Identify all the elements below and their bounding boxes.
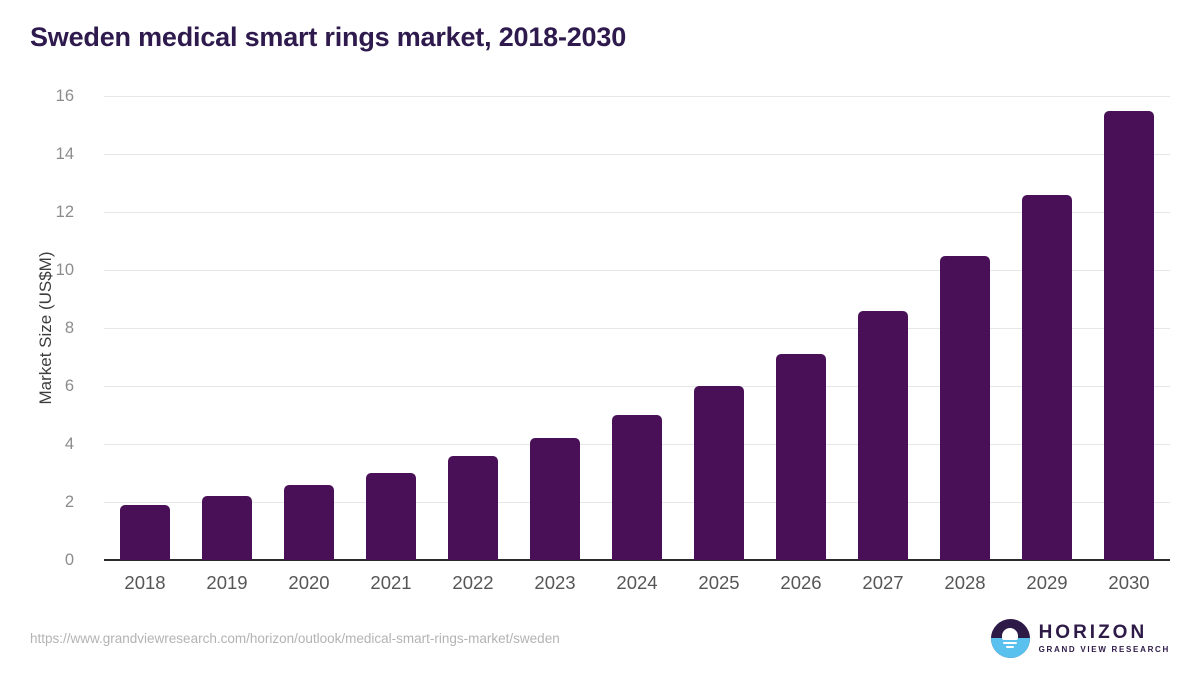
x-tick-label-2025: 2025 — [698, 572, 740, 593]
logo-text: HORIZON GRAND VIEW RESEARCH — [1038, 621, 1170, 654]
plot-area — [104, 96, 1170, 561]
bar-2019[interactable] — [202, 496, 252, 560]
logo-ripple-line — [1006, 646, 1015, 648]
footer: https://www.grandviewresearch.com/horizo… — [30, 613, 1170, 663]
logo-subtitle: GRAND VIEW RESEARCH — [1038, 644, 1170, 654]
y-tick-label-12: 12 — [55, 203, 74, 221]
x-tick-label-2030: 2030 — [1108, 572, 1150, 593]
x-tick-label-2028: 2028 — [944, 572, 986, 593]
logo-name: HORIZON — [1038, 621, 1148, 643]
bar-2026[interactable] — [776, 354, 826, 560]
x-tick-label-2018: 2018 — [124, 572, 166, 593]
source-url: https://www.grandviewresearch.com/horizo… — [30, 630, 560, 646]
bar-2018[interactable] — [120, 504, 170, 560]
x-tick-label-2022: 2022 — [452, 572, 494, 593]
y-tick-label-4: 4 — [64, 435, 74, 453]
brand-logo: HORIZON GRAND VIEW RESEARCH — [990, 618, 1170, 658]
x-tick-label-2026: 2026 — [780, 572, 822, 593]
bar-2028[interactable] — [940, 255, 990, 560]
x-tick-label-2023: 2023 — [534, 572, 576, 593]
y-tick-label-2: 2 — [64, 493, 74, 511]
x-tick-label-2027: 2027 — [862, 572, 904, 593]
bar-2025[interactable] — [694, 386, 744, 560]
gridline-16 — [104, 96, 1170, 97]
x-tick-label-2021: 2021 — [370, 572, 412, 593]
y-tick-label-16: 16 — [55, 87, 74, 105]
bar-2030[interactable] — [1104, 110, 1154, 560]
x-tick-label-2020: 2020 — [288, 572, 330, 593]
x-tick-label-2029: 2029 — [1026, 572, 1068, 593]
bar-2023[interactable] — [530, 438, 580, 560]
y-tick-label-6: 6 — [64, 377, 74, 395]
bar-2020[interactable] — [284, 484, 334, 560]
y-axis-tick-labels: 0 2 4 6 8 10 12 14 16 — [30, 87, 88, 569]
x-tick-label-2024: 2024 — [616, 572, 658, 593]
gridline-6 — [104, 386, 1170, 387]
bar-2022[interactable] — [448, 455, 498, 560]
bar-2021[interactable] — [366, 473, 416, 560]
gridline-14 — [104, 154, 1170, 155]
y-tick-label-10: 10 — [55, 261, 74, 279]
horizon-sun-icon — [990, 618, 1030, 658]
gridline-10 — [104, 270, 1170, 271]
logo-sun-glyph — [1002, 627, 1019, 640]
bar-2029[interactable] — [1022, 194, 1072, 560]
y-tick-label-0: 0 — [64, 551, 74, 569]
logo-ripple-line — [1003, 642, 1018, 644]
bar-2024[interactable] — [612, 415, 662, 560]
gridline-12 — [104, 212, 1170, 213]
x-axis-tick-labels: 2018 2019 2020 2021 2022 2023 2024 2025 2026 2027… — [104, 572, 1170, 596]
x-tick-label-2019: 2019 — [206, 572, 248, 593]
y-tick-label-8: 8 — [64, 319, 74, 337]
x-axis-line — [104, 559, 1170, 561]
gridline-8 — [104, 328, 1170, 329]
y-tick-label-14: 14 — [55, 145, 74, 163]
chart-title: Sweden medical smart rings market, 2018-… — [30, 22, 627, 52]
bar-2027[interactable] — [858, 310, 908, 560]
